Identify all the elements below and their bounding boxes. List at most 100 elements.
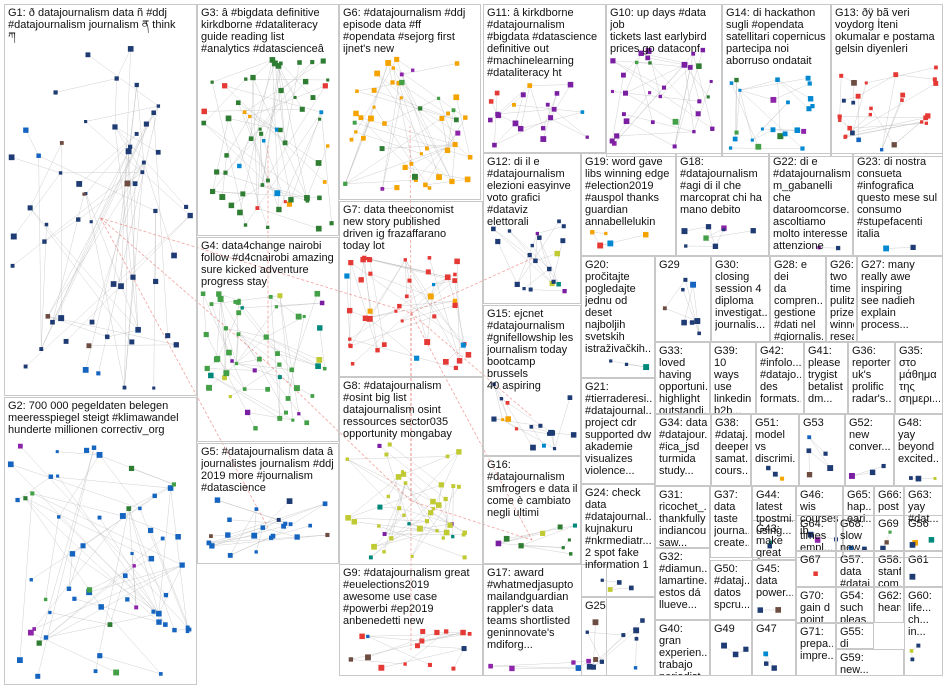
group-label-g64: G64: times empl...	[800, 518, 833, 551]
graph-node	[880, 545, 886, 552]
edge	[441, 118, 448, 151]
graph-node	[453, 94, 460, 101]
edge	[674, 67, 691, 147]
graph-node	[377, 443, 382, 448]
edge	[74, 598, 160, 623]
graph-node	[275, 351, 280, 357]
edge	[50, 476, 171, 489]
edge	[685, 279, 700, 334]
group-box-g5: G5: #datajournalism data â journalistes …	[197, 443, 339, 564]
group-box-g14: G14: di hackathon sugli #opendata satell…	[722, 4, 831, 157]
graph-node	[452, 302, 458, 308]
graph-node	[179, 562, 185, 568]
graph-node	[786, 100, 790, 105]
inter-group-edge	[410, 312, 533, 417]
edge	[158, 488, 171, 614]
edge	[454, 280, 464, 346]
graph-node	[272, 60, 278, 67]
graph-node	[453, 117, 459, 123]
graph-node	[681, 228, 688, 235]
graph-node	[284, 410, 288, 415]
edge	[551, 240, 564, 284]
edge	[220, 298, 227, 329]
edge	[203, 122, 278, 194]
graph-node	[590, 230, 595, 235]
edge	[153, 210, 156, 389]
edge	[41, 151, 129, 350]
edge	[367, 636, 431, 666]
edge	[382, 144, 456, 149]
edge	[389, 444, 442, 486]
graph-node	[141, 160, 146, 165]
edge	[225, 328, 237, 364]
graph-node	[467, 154, 473, 160]
graph-node	[416, 525, 423, 532]
graph-node	[366, 315, 373, 322]
graph-node	[294, 385, 300, 392]
edge	[762, 128, 798, 131]
graph-node	[151, 609, 156, 614]
graph-node	[93, 669, 98, 674]
edge	[384, 98, 439, 124]
graph-node	[621, 633, 626, 638]
graph-node	[225, 532, 231, 538]
graph-node	[689, 320, 695, 325]
edge	[494, 123, 516, 146]
graph-node	[251, 532, 258, 539]
graph-node	[600, 578, 604, 582]
inter-group-edge	[410, 500, 533, 541]
graph-node	[535, 231, 539, 236]
edge	[739, 77, 809, 91]
edge	[349, 284, 434, 340]
edge	[513, 104, 583, 113]
graph-node	[848, 472, 855, 479]
graph-node	[755, 143, 762, 150]
graph-node	[575, 665, 582, 671]
graph-node	[712, 243, 719, 250]
graph-node	[449, 178, 455, 185]
edge	[507, 402, 553, 434]
edge	[739, 90, 753, 141]
group-label-g44: G44: latest tpostmi... using...	[756, 489, 793, 537]
graph-node	[705, 224, 712, 230]
edge	[128, 484, 175, 509]
graph-node	[358, 277, 364, 283]
edge	[532, 245, 559, 285]
group-label-g13: G13: ðÿ bã veri voydorg İteni okumalar e…	[835, 7, 935, 55]
graph-node	[233, 300, 238, 304]
graph-node	[495, 238, 501, 245]
edge	[47, 316, 177, 346]
edge	[280, 63, 314, 98]
graph-node	[240, 191, 246, 197]
group-box-g64: G64: times empl...	[796, 515, 836, 551]
graph-node	[124, 180, 131, 187]
graph-node	[86, 587, 93, 593]
group-box-g22: G22: di e #datajournalism m_gabanelli ch…	[769, 153, 853, 256]
graph-node	[35, 673, 41, 679]
edge	[736, 90, 741, 133]
graph-node	[320, 58, 326, 64]
graph-node	[277, 415, 283, 421]
graph-node	[672, 144, 677, 149]
graph-node	[242, 387, 247, 391]
graph-node	[175, 534, 181, 540]
edge	[224, 85, 322, 113]
graph-node	[30, 491, 35, 496]
graph-node	[348, 343, 353, 349]
edge	[405, 259, 460, 361]
graph-node	[319, 300, 325, 306]
graph-node	[546, 432, 551, 436]
graph-node	[343, 181, 348, 186]
graph-node	[557, 524, 563, 530]
graph-node	[125, 148, 132, 155]
graph-node	[127, 46, 134, 52]
graph-node	[399, 72, 404, 77]
graph-node	[687, 65, 693, 70]
graph-node	[827, 465, 834, 472]
graph-node	[775, 607, 782, 613]
graph-node	[310, 60, 315, 65]
edge	[408, 520, 428, 525]
edge	[623, 53, 642, 76]
edge	[692, 284, 700, 334]
graph-node	[91, 445, 97, 450]
